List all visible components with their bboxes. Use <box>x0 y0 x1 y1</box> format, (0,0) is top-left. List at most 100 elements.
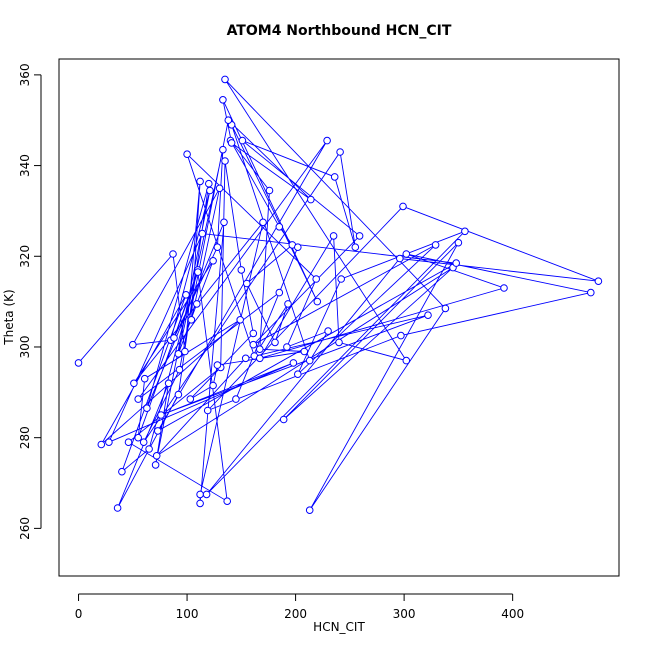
data-point <box>169 250 177 258</box>
data-point <box>186 395 195 403</box>
data-point <box>441 304 450 313</box>
data-point <box>236 316 244 324</box>
data-point <box>164 379 173 388</box>
data-point <box>220 218 228 227</box>
data-point <box>224 116 233 124</box>
data-point <box>294 243 302 251</box>
data-point <box>241 354 250 363</box>
data-point <box>183 150 191 158</box>
x-tick-label: 100 <box>176 607 199 621</box>
data-point <box>243 279 251 288</box>
data-point <box>305 506 314 515</box>
data-point <box>157 411 165 419</box>
data-point <box>265 186 274 195</box>
data-point <box>134 395 142 403</box>
data-point <box>129 340 137 349</box>
data-point <box>431 241 440 249</box>
data-point <box>397 331 405 340</box>
y-tick-label: 260 <box>18 517 32 540</box>
data-point <box>194 268 202 276</box>
data-point <box>118 467 126 476</box>
data-point <box>324 327 332 335</box>
data-point <box>275 223 284 231</box>
data-point <box>215 184 224 193</box>
data-point <box>145 445 153 453</box>
y-axis-label: Theta (K) <box>2 289 16 345</box>
data-point <box>279 415 288 424</box>
data-point <box>256 354 264 363</box>
data-point <box>196 177 204 186</box>
data-point <box>312 275 321 283</box>
data-point <box>187 316 196 324</box>
y-axis: 260 280 300 320 340 360 <box>18 63 42 540</box>
x-axis: 0 100 200 300 400 <box>75 593 524 621</box>
data-point <box>329 232 338 240</box>
data-point <box>124 438 133 447</box>
data-point <box>402 250 411 258</box>
data-point <box>97 440 106 449</box>
data-point <box>587 288 595 297</box>
data-point <box>238 136 247 145</box>
data-point <box>213 361 222 369</box>
data-point <box>227 139 236 147</box>
data-point <box>175 365 184 374</box>
data-point <box>594 277 603 286</box>
data-point <box>209 381 217 390</box>
data-point <box>221 157 229 165</box>
x-tick-label: 400 <box>501 607 524 621</box>
series-layer <box>74 75 603 515</box>
data-point <box>232 395 240 403</box>
data-point <box>396 254 404 263</box>
data-point <box>424 311 432 320</box>
data-point <box>284 300 292 308</box>
data-point <box>223 497 231 506</box>
data-point <box>307 195 315 204</box>
data-point <box>300 347 309 356</box>
data-point <box>181 347 189 356</box>
data-point <box>500 284 508 292</box>
data-point <box>256 345 264 354</box>
series-line <box>78 79 599 511</box>
data-point <box>139 438 148 447</box>
y-tick-label: 360 <box>18 63 32 86</box>
data-point <box>219 96 227 104</box>
data-point <box>275 288 284 297</box>
data-point <box>249 340 258 349</box>
y-tick-label: 320 <box>18 245 32 268</box>
data-point <box>330 173 339 181</box>
y-tick-label: 340 <box>18 154 32 177</box>
x-axis-label: HCN_CIT <box>313 620 365 634</box>
data-point <box>221 75 229 84</box>
data-point <box>209 257 217 265</box>
data-point <box>74 359 83 367</box>
data-point <box>323 136 331 145</box>
data-point <box>219 145 227 154</box>
data-point <box>134 433 142 442</box>
data-point <box>351 243 360 251</box>
data-point <box>154 427 162 435</box>
data-point <box>113 504 122 512</box>
data-point <box>170 334 178 342</box>
data-point <box>193 300 201 308</box>
data-point <box>130 379 138 388</box>
data-point <box>337 275 346 283</box>
data-point <box>205 179 213 188</box>
chart-title: ATOM4 Northbound HCN_CIT <box>227 23 452 39</box>
data-point <box>402 356 411 365</box>
data-point <box>461 227 469 236</box>
data-point <box>206 186 214 195</box>
data-point <box>174 390 183 399</box>
data-point <box>140 374 149 383</box>
data-point <box>283 343 291 351</box>
data-point <box>213 243 222 251</box>
x-tick-label: 0 <box>75 607 83 621</box>
data-point <box>174 350 183 358</box>
data-point <box>151 461 160 469</box>
data-point <box>305 356 314 365</box>
y-tick-label: 280 <box>18 426 32 449</box>
data-point <box>294 370 302 379</box>
data-point <box>203 406 212 415</box>
data-point <box>198 229 207 238</box>
plot-frame <box>58 58 620 577</box>
